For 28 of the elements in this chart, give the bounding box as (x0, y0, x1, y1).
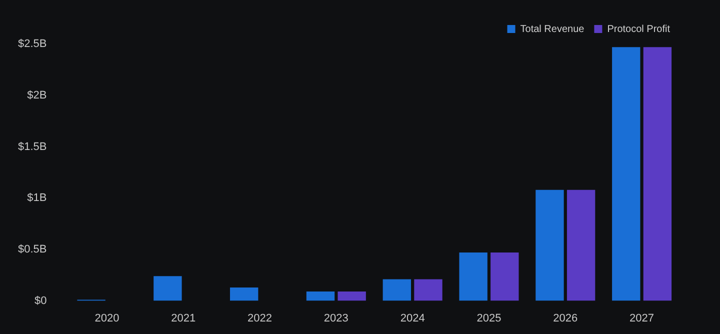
x-tick-label: 2026 (553, 312, 578, 324)
bar (566, 190, 596, 301)
y-tick-label: $1B (27, 192, 47, 204)
y-tick-label: $2.5B (18, 38, 47, 50)
bar (306, 292, 335, 301)
y-tick-label: $0.5B (18, 243, 47, 256)
legend-label: Protocol Profit (607, 24, 670, 35)
x-tick-label: 2024 (400, 312, 425, 324)
x-tick-label: 2027 (630, 312, 654, 324)
x-tick-label: 2022 (248, 312, 272, 324)
bar (338, 292, 366, 301)
bar (382, 279, 412, 301)
bar (643, 47, 672, 301)
y-tick-label: $1.5B (18, 140, 47, 153)
bar (459, 252, 488, 301)
bar (612, 47, 640, 301)
x-tick-label: 2021 (171, 312, 196, 324)
x-tick-label: 2020 (94, 312, 120, 324)
legend-label: Total Revenue (520, 24, 585, 35)
bar (536, 190, 564, 301)
x-tick-label: 2025 (476, 312, 502, 324)
bar (490, 252, 519, 301)
bar (230, 287, 258, 301)
bar (154, 276, 182, 301)
y-tick-label: $0 (34, 294, 47, 307)
bar (414, 279, 442, 301)
x-tick-label: 2023 (324, 312, 348, 324)
y-tick-label: $2B (27, 89, 47, 102)
